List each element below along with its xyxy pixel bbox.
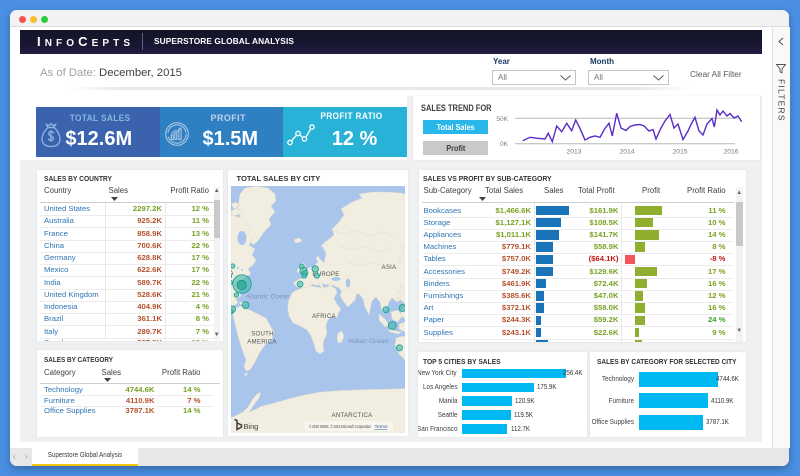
svg-text:AFRICA: AFRICA (312, 313, 337, 320)
svg-text:ANTARCTICA: ANTARCTICA (332, 412, 374, 419)
svg-text:Indian Ocean: Indian Ocean (348, 337, 389, 344)
svg-text:2014: 2014 (619, 149, 634, 156)
svg-text:Bing: Bing (244, 422, 259, 431)
svg-text:ASIA: ASIA (382, 264, 398, 271)
svg-text:Atlantic Ocean: Atlantic Ocean (245, 293, 291, 300)
svg-text:EUROPE: EUROPE (312, 271, 339, 278)
svg-text:2013: 2013 (566, 149, 581, 156)
svg-text:© 2019 HERE, © 2019 Microsoft: © 2019 HERE, © 2019 Microsoft Corporatio… (309, 423, 371, 430)
svg-text:2016: 2016 (723, 149, 738, 156)
svg-text:2015: 2015 (672, 149, 687, 156)
svg-text:50K: 50K (496, 116, 508, 123)
svg-text:A: A (231, 270, 234, 277)
svg-text:AMERICA: AMERICA (247, 338, 277, 345)
svg-text:Terms: Terms (375, 424, 389, 430)
svg-text:SOUTH: SOUTH (251, 330, 274, 337)
svg-text:0K: 0K (500, 141, 509, 148)
